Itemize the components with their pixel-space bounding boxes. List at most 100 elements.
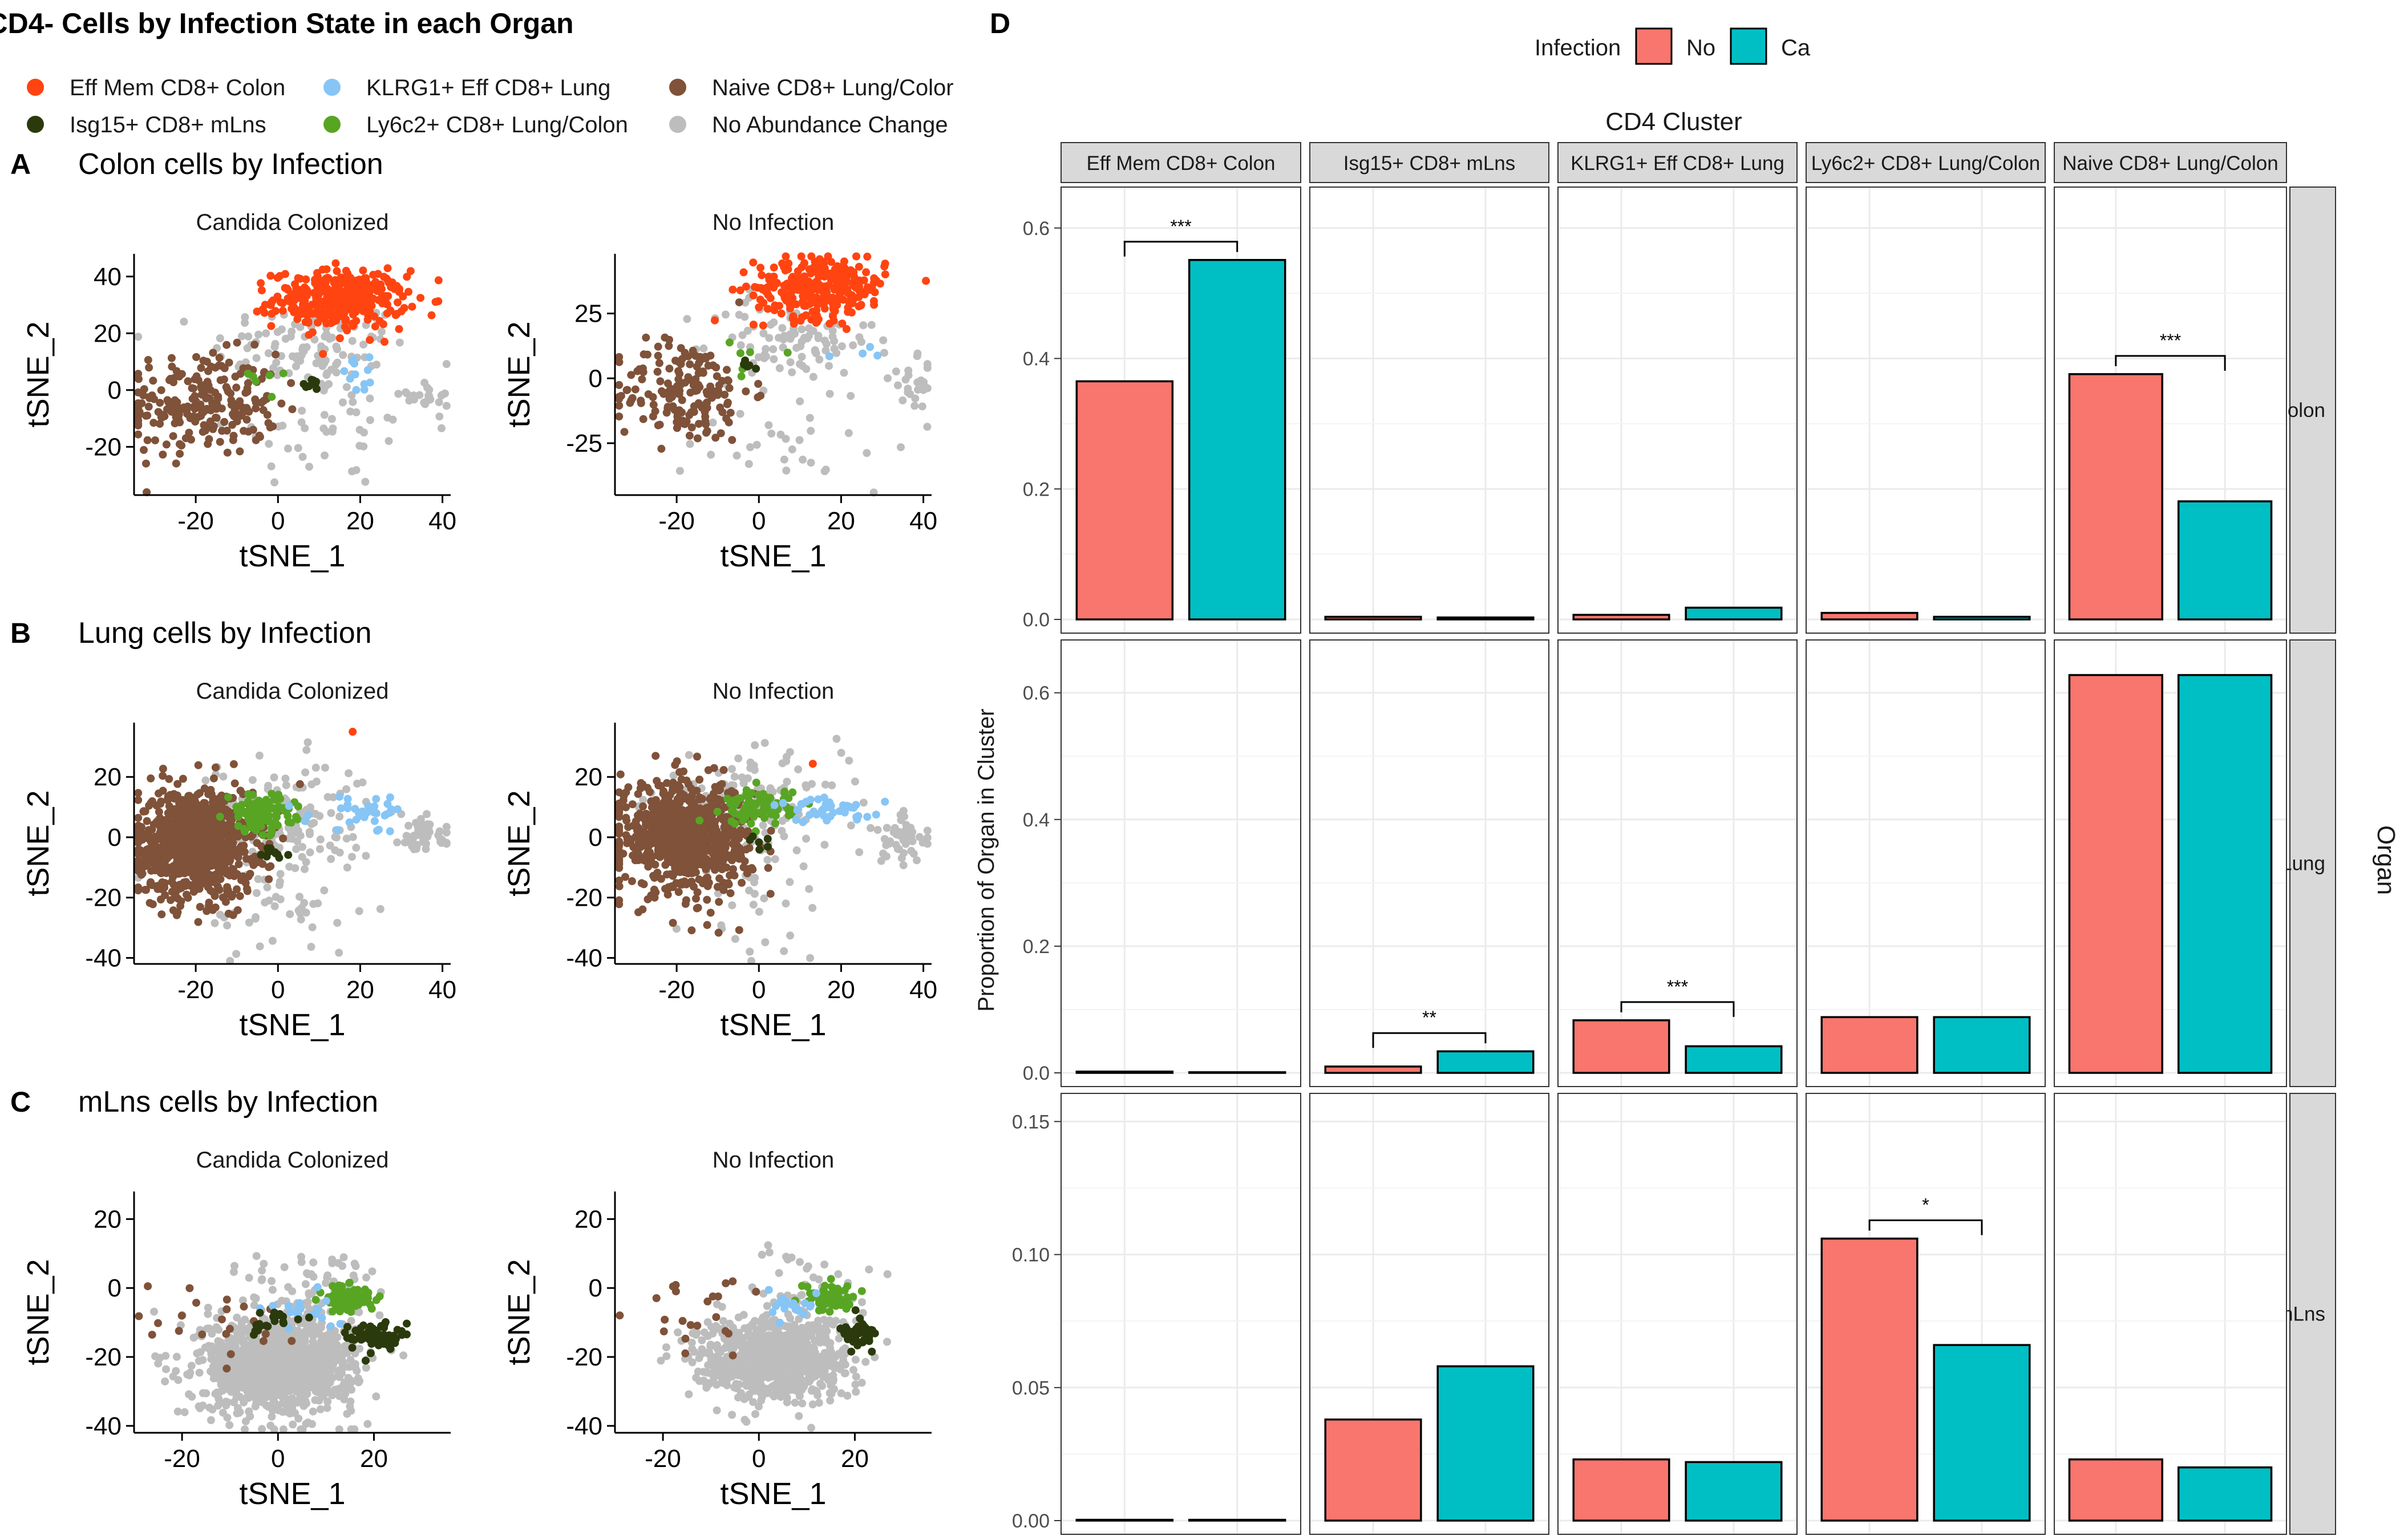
scatter-point xyxy=(642,810,651,818)
scatter-point xyxy=(150,395,159,403)
scatter-point xyxy=(352,386,361,394)
scatter-point xyxy=(626,837,635,845)
scatter-point xyxy=(168,878,176,886)
scatter-point xyxy=(395,325,403,333)
scatter-point xyxy=(320,411,329,419)
scatter-point xyxy=(271,1348,280,1356)
scatter-point xyxy=(674,367,683,375)
scatter-point xyxy=(839,295,847,304)
scatter-point xyxy=(193,841,202,850)
scatter-point xyxy=(285,862,294,871)
scatter-point xyxy=(763,856,772,864)
scatter-point xyxy=(298,305,306,313)
scatter-point xyxy=(172,459,180,468)
scatter-point xyxy=(847,821,855,830)
scatter-point xyxy=(713,882,722,891)
scatter-point xyxy=(229,410,237,419)
scatter-point xyxy=(267,462,276,471)
scatter-point xyxy=(859,799,868,807)
scatter-point xyxy=(355,812,364,820)
scatter-point xyxy=(257,842,266,850)
scatter-point xyxy=(134,833,143,842)
scatter-point xyxy=(707,451,715,459)
scatter-point xyxy=(337,312,345,320)
scatter-point xyxy=(770,801,779,809)
scatter-point xyxy=(259,406,268,414)
scatter-point xyxy=(847,392,855,400)
scatter-point xyxy=(265,440,273,448)
scatter-point xyxy=(166,375,175,383)
scatter-point xyxy=(661,333,669,342)
scatter-point xyxy=(197,364,205,372)
scatter-point xyxy=(287,379,296,387)
scatter-point xyxy=(296,909,305,918)
scatter-point xyxy=(339,287,347,296)
scatter-point xyxy=(623,386,632,394)
scatter-point xyxy=(419,821,427,830)
scatter-point xyxy=(219,772,228,781)
scatter-point xyxy=(335,848,344,857)
scatter-point xyxy=(292,813,300,821)
scatter-point xyxy=(217,1338,225,1347)
y-tick-label: -20 xyxy=(85,884,122,912)
scatter-point xyxy=(255,431,264,440)
scatter-point xyxy=(234,860,243,869)
scatter-point xyxy=(134,430,143,439)
x-tick-label: 40 xyxy=(909,507,937,535)
scatter-point xyxy=(693,434,702,443)
scatter-point xyxy=(638,780,647,789)
scatter-point xyxy=(913,378,922,387)
scatter-point xyxy=(298,1425,307,1433)
scatter-point xyxy=(187,435,195,444)
scatter-point xyxy=(788,788,797,797)
scatter-point xyxy=(211,903,220,911)
scatter-point xyxy=(293,315,302,323)
scatter-point xyxy=(249,812,258,820)
scatter-point xyxy=(293,1397,301,1405)
scatter-point xyxy=(728,901,736,910)
scatter-point xyxy=(332,833,341,842)
scatter-point xyxy=(716,840,725,848)
scatter-point xyxy=(249,425,257,434)
scatter-point xyxy=(315,1396,323,1405)
scatter-point xyxy=(156,399,164,407)
scatter-point xyxy=(204,1310,212,1318)
scatter-point xyxy=(327,1352,335,1360)
scatter-point xyxy=(728,765,736,773)
scatter-point xyxy=(134,419,143,428)
scatter-point xyxy=(312,359,321,367)
scatter-point xyxy=(254,330,263,339)
scatter-point xyxy=(169,829,177,837)
scatter-point xyxy=(149,419,158,427)
scatter-point xyxy=(615,900,624,909)
scatter-point xyxy=(134,399,143,407)
legend-label: KLRG1+ Eff CD8+ Lung xyxy=(366,75,610,100)
scatter-point xyxy=(229,851,237,859)
scatter-point xyxy=(346,407,355,416)
scatter-point xyxy=(799,291,807,299)
scatter-point xyxy=(622,803,630,812)
scatter-point xyxy=(771,819,779,828)
scatter-point xyxy=(437,424,446,432)
scatter-point xyxy=(371,322,379,331)
scatter-point xyxy=(232,803,241,811)
scatter-point xyxy=(231,400,240,408)
scatter-point xyxy=(685,751,693,759)
scatter-point xyxy=(784,794,793,803)
scatter-point xyxy=(342,785,350,793)
scatter-point xyxy=(215,1388,224,1396)
scatter-point xyxy=(329,424,337,433)
scatter-point xyxy=(366,394,374,403)
scatter-point xyxy=(144,356,152,364)
scatter-point xyxy=(189,412,198,420)
scatter-point xyxy=(361,302,370,310)
scatter-point xyxy=(272,307,280,315)
scatter-point xyxy=(195,1368,204,1377)
scatter-point xyxy=(678,396,686,404)
scatter-point xyxy=(651,860,659,869)
scatter-point xyxy=(223,385,232,394)
scatter-point xyxy=(241,319,249,327)
scatter-point xyxy=(151,842,159,850)
scatter-point xyxy=(302,275,310,283)
scatter-point xyxy=(807,252,816,261)
